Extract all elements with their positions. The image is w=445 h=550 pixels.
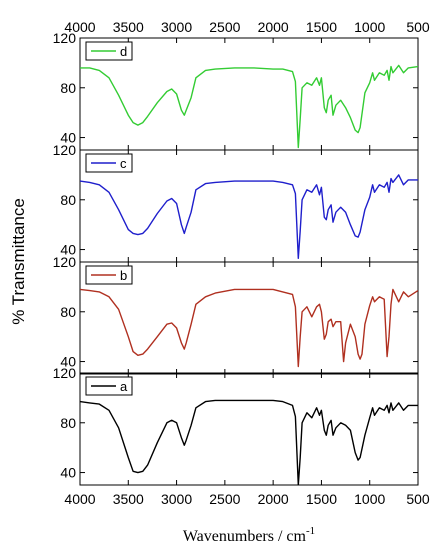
panel-d: 40 80 120 d [53, 30, 419, 151]
y-tick-label-c-120: 120 [53, 142, 77, 158]
y-tick-label-a-80: 80 [60, 415, 76, 431]
x-tick-label-top-1000: 1000 [354, 19, 385, 35]
y-tick-label-a-120: 120 [53, 365, 77, 381]
y-tick-label-b-40: 40 [60, 354, 76, 370]
x-axis-title-text: Wavenumbers / cm [183, 528, 307, 545]
y-tick-label-d-120: 120 [53, 30, 77, 46]
x-tick-label-bottom-3500: 3500 [113, 491, 144, 507]
x-tick-label-bottom-2500: 2500 [209, 491, 240, 507]
x-tick-label-top-4000: 4000 [64, 19, 95, 35]
panel-frame-a [79, 372, 419, 486]
x-tick-label-top-500: 500 [406, 19, 430, 35]
y-tick-label-d-80: 80 [60, 80, 76, 96]
y-axis-title: % Transmittance [9, 198, 28, 325]
y-tick-label-b-120: 120 [53, 254, 77, 270]
x-axis-title-superscript: -1 [306, 525, 315, 537]
plot-layer: 40 80 120 d 40 80 120 c 40 80 120 b 40 80 120 a 4000 4000… [53, 19, 430, 507]
legend-label-a: a [120, 379, 128, 394]
x-tick-label-top-2000: 2000 [258, 19, 289, 35]
y-tick-label-b-80: 80 [60, 304, 76, 320]
x-tick-label-top-3500: 3500 [113, 19, 144, 35]
legend-label-d: d [120, 44, 127, 59]
panel-a: 40 80 120 a [53, 365, 419, 486]
y-tick-label-c-80: 80 [60, 192, 76, 208]
x-tick-label-bottom-3000: 3000 [161, 491, 192, 507]
x-tick-label-bottom-500: 500 [406, 491, 430, 507]
series-line-a [80, 399, 418, 485]
x-tick-label-top-3000: 3000 [161, 19, 192, 35]
y-tick-label-d-40: 40 [60, 130, 76, 146]
panel-b: 40 80 120 b [53, 254, 419, 375]
legend-label-c: c [120, 156, 127, 171]
x-tick-label-bottom-2000: 2000 [258, 491, 289, 507]
x-tick-label-bottom-1000: 1000 [354, 491, 385, 507]
x-tick-label-top-2500: 2500 [209, 19, 240, 35]
x-tick-label-bottom-1500: 1500 [306, 491, 337, 507]
x-tick-label-bottom-4000: 4000 [64, 491, 95, 507]
series-line-c [80, 174, 418, 259]
panel-c: 40 80 120 c [53, 142, 419, 263]
y-tick-label-a-40: 40 [60, 465, 76, 481]
legend-label-b: b [120, 268, 127, 283]
series-line-b [80, 288, 418, 368]
y-tick-label-c-40: 40 [60, 242, 76, 258]
series-line-d [80, 64, 418, 149]
x-axis-title: Wavenumbers / cm-1 [183, 525, 315, 545]
panel-frame-b [79, 261, 419, 375]
x-tick-label-top-1500: 1500 [306, 19, 337, 35]
